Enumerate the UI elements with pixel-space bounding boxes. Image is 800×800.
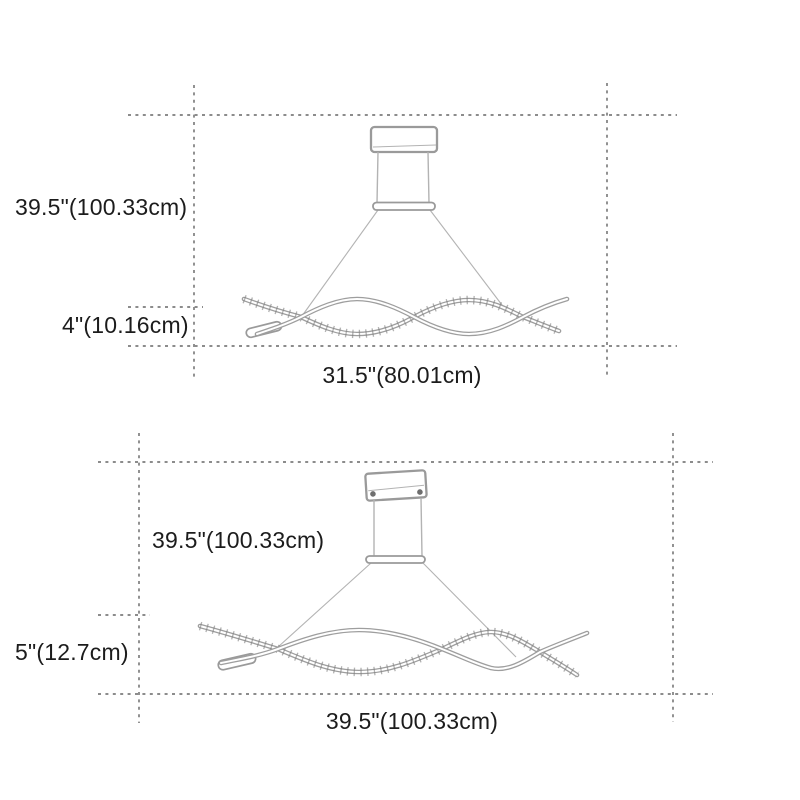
top-pendant-drawing [241,125,570,339]
bottom-fixture-width-label: 39.5"(100.33cm) [325,708,499,734]
top-downrod-right-edge [427,151,430,204]
bottom-hanger-bar [365,555,426,564]
top-diagram-dimension-lines [128,83,677,380]
bottom-fixture-height-label: 5"(12.7cm) [15,639,129,665]
bottom-smooth-wave-tube-core [220,628,588,670]
bottom-canopy-edge-line [368,484,425,492]
top-suspension-cable-right [429,209,506,310]
top-ceiling-canopy [369,125,439,154]
bottom-diagram-dimension-lines [98,433,713,723]
top-fixture-height-label: 4"(10.16cm) [62,312,189,338]
bottom-wave-light-tubes [197,621,590,679]
bottom-canopy-screw-right [417,489,423,495]
top-downrod-left-edge [376,151,379,204]
bottom-ceiling-canopy-group [364,469,428,502]
bottom-suspension-cable-right [422,562,517,658]
bottom-canopy-screw-left [370,491,376,497]
top-drop-height-label: 39.5"(100.33cm) [15,194,188,220]
bottom-drop-height-label: 39.5"(100.33cm) [152,527,325,553]
top-fixture-width-label: 31.5"(80.01cm) [322,362,482,388]
bottom-ceiling-canopy [364,469,428,502]
bottom-pendant-drawing [197,469,590,679]
top-hanger-bar [372,201,436,211]
bottom-suspension-cable-left [277,562,372,648]
top-suspension-cable-left [301,209,379,317]
top-smooth-wave-tube-core [256,297,568,336]
top-canopy-edge-line [372,144,437,148]
bottom-downrod-right-edge [420,497,423,557]
top-wave-light-tubes [241,295,570,339]
top-hatched-wave-tube [241,296,562,337]
